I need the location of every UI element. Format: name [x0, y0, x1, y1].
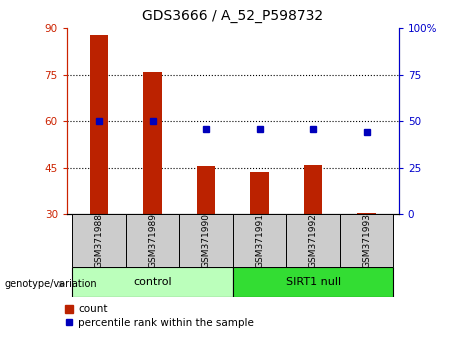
- Bar: [286, 214, 340, 267]
- Text: GSM371993: GSM371993: [362, 213, 371, 268]
- Legend: count, percentile rank within the sample: count, percentile rank within the sample: [65, 304, 254, 327]
- Text: control: control: [133, 277, 172, 287]
- Text: GSM371990: GSM371990: [201, 213, 211, 268]
- Bar: [197, 166, 215, 214]
- Text: GSM371991: GSM371991: [255, 213, 264, 268]
- Bar: [179, 214, 233, 267]
- Bar: [89, 34, 108, 214]
- Bar: [72, 267, 233, 297]
- Text: genotype/variation: genotype/variation: [5, 279, 97, 289]
- Bar: [233, 267, 393, 297]
- Text: GDS3666 / A_52_P598732: GDS3666 / A_52_P598732: [142, 9, 323, 23]
- Bar: [250, 172, 269, 214]
- Bar: [304, 165, 323, 214]
- Text: GSM371988: GSM371988: [95, 213, 103, 268]
- Bar: [126, 214, 179, 267]
- Bar: [72, 214, 126, 267]
- Bar: [143, 72, 162, 214]
- Text: GSM371992: GSM371992: [308, 213, 318, 268]
- Text: SIRT1 null: SIRT1 null: [285, 277, 341, 287]
- Text: GSM371989: GSM371989: [148, 213, 157, 268]
- Bar: [233, 214, 286, 267]
- Bar: [340, 214, 393, 267]
- Bar: [357, 213, 376, 214]
